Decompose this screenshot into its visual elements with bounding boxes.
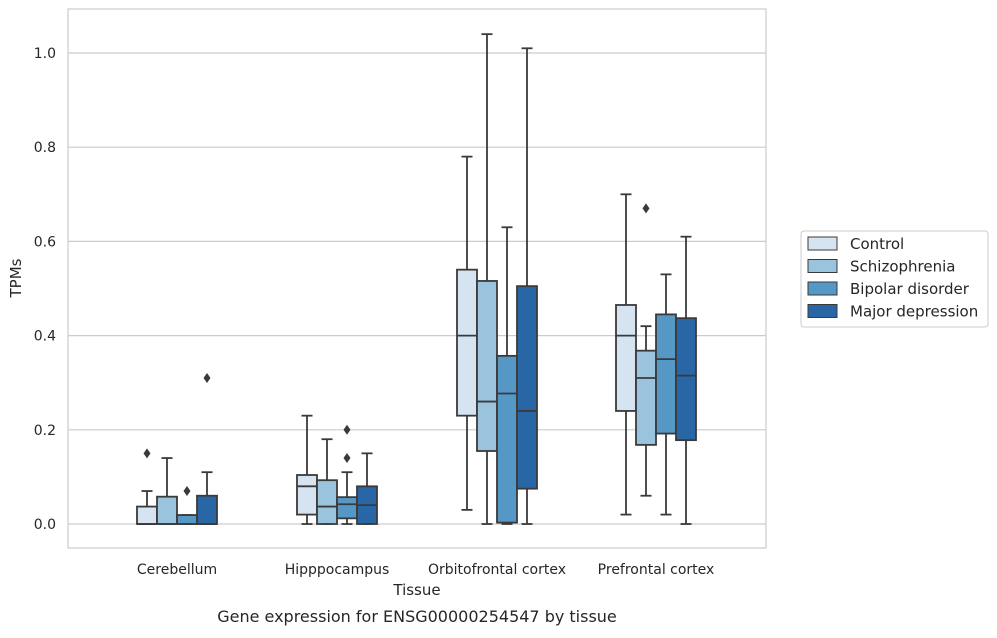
figure-caption: Gene expression for ENSG00000254547 by t… xyxy=(217,607,617,626)
box-body xyxy=(176,514,198,525)
outlier-point xyxy=(203,372,211,383)
box-body xyxy=(635,349,657,446)
gridlines xyxy=(68,52,766,525)
y-tick-label: 0.4 xyxy=(34,329,56,345)
outlier-point xyxy=(343,424,351,435)
boxes xyxy=(136,33,697,525)
y-tick-label: 0.0 xyxy=(34,517,56,533)
box-1-1 xyxy=(316,438,338,525)
legend-swatch xyxy=(807,236,838,251)
box-0-1 xyxy=(296,414,318,525)
box-body xyxy=(156,495,178,525)
legend-swatch xyxy=(807,304,838,318)
box-body xyxy=(136,505,158,525)
legend-swatch xyxy=(807,259,838,273)
box-2-2 xyxy=(496,226,518,525)
box-body xyxy=(316,479,338,525)
box-body xyxy=(675,317,697,442)
box-2-3 xyxy=(655,273,677,516)
box-body xyxy=(196,494,218,525)
x-tick-label: Hipppocampus xyxy=(285,562,390,578)
x-axis-label: Tissue xyxy=(392,581,440,599)
legend-swatch xyxy=(807,281,838,296)
y-axis-label: TPMs xyxy=(7,258,25,298)
box-body xyxy=(516,285,538,490)
box-body xyxy=(296,474,318,516)
box-3-3 xyxy=(675,235,697,525)
outlier-point xyxy=(183,486,191,497)
x-tick-label: Cerebellum xyxy=(137,562,217,578)
y-tick-label: 0.8 xyxy=(34,140,56,156)
legend-frame xyxy=(800,230,989,328)
y-tick-label: 1.0 xyxy=(34,46,56,62)
box-body xyxy=(456,268,478,417)
outlier-point xyxy=(642,203,650,214)
x-tick-label: Orbitofrontal cortex xyxy=(428,562,566,578)
y-tick-label: 0.2 xyxy=(34,423,56,439)
x-tick-label: Prefrontal cortex xyxy=(598,562,715,578)
box-0-3 xyxy=(615,193,637,516)
y-tick-labels: 0.0 0.2 0.4 0.6 0.8 1.0 xyxy=(34,46,56,533)
box-body xyxy=(496,354,518,524)
legend-label: Bipolar disorder xyxy=(850,280,970,298)
box-2-1 xyxy=(336,424,358,525)
legend-label: Major depression xyxy=(850,303,978,321)
plot-frame xyxy=(67,8,767,549)
box-body xyxy=(336,496,358,520)
legend: Control Schizophrenia Bipolar disorder Majo… xyxy=(800,230,989,328)
y-tick-label: 0.6 xyxy=(34,234,56,250)
x-tick-labels: Cerebellum Hipppocampus Orbitofrontal cort… xyxy=(137,562,714,578)
box-1-2 xyxy=(476,33,498,525)
box-1-3 xyxy=(635,203,657,497)
box-body xyxy=(655,313,677,435)
box-0-2 xyxy=(456,155,478,511)
box-3-0 xyxy=(196,372,218,525)
box-3-2 xyxy=(516,47,538,525)
box-body xyxy=(615,304,637,412)
box-body xyxy=(476,280,498,452)
legend-label: Schizophrenia xyxy=(850,258,955,276)
box-0-0 xyxy=(136,448,158,525)
box-2-0 xyxy=(176,486,198,525)
box-1-0 xyxy=(156,457,178,525)
legend-label: Control xyxy=(850,235,904,253)
outlier-point xyxy=(143,448,151,459)
box-3-1 xyxy=(356,452,378,525)
outlier-point xyxy=(343,453,351,464)
